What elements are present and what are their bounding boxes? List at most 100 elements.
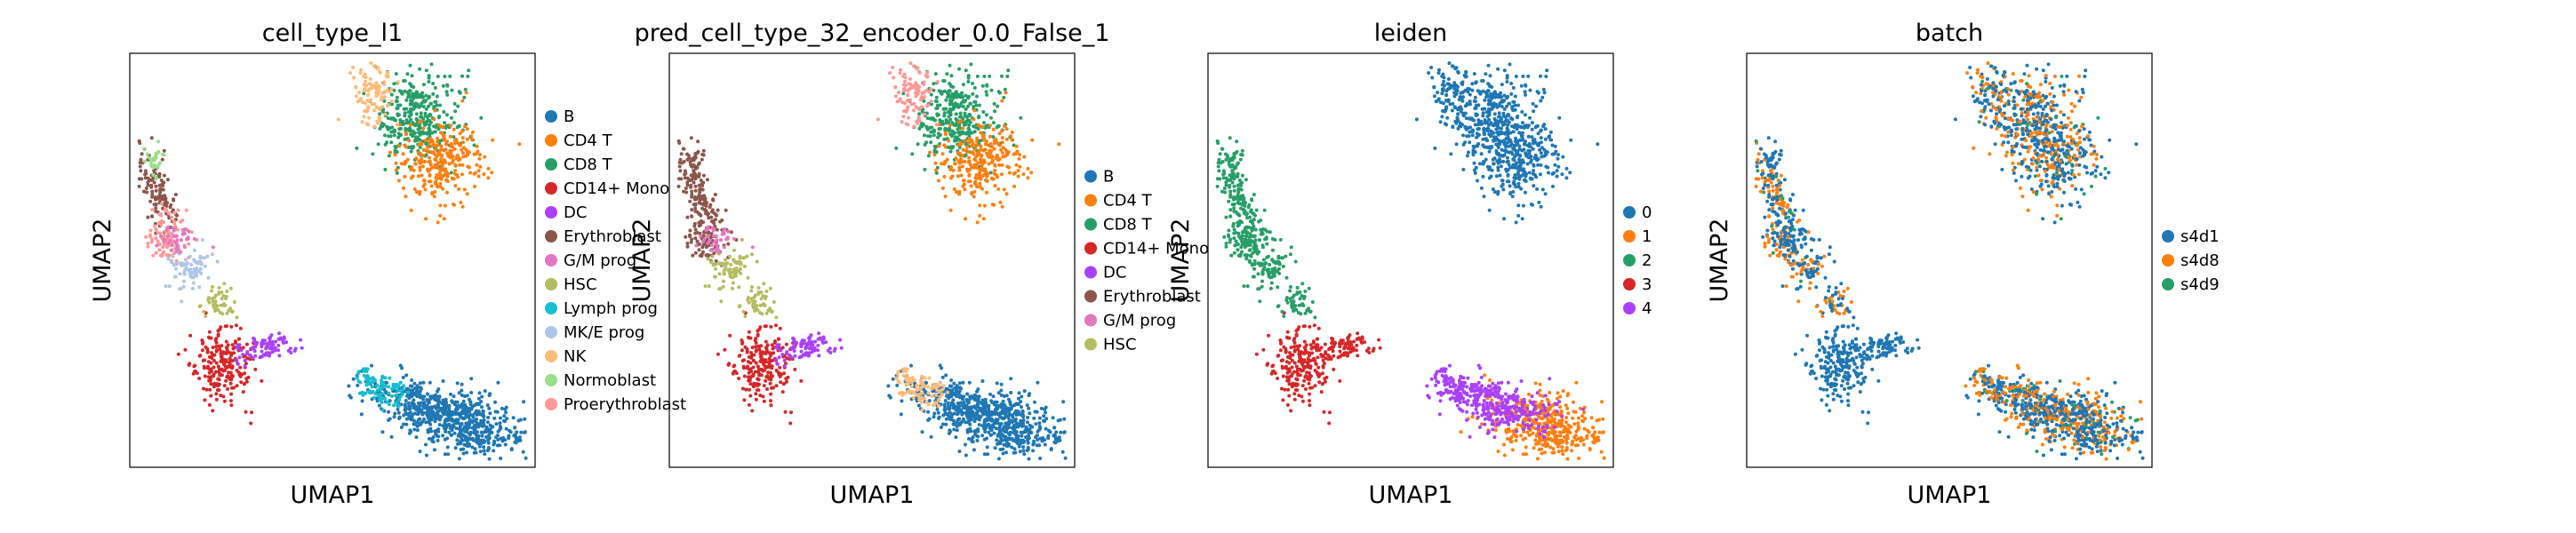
umap-point (954, 408, 958, 412)
umap-point (198, 354, 203, 358)
umap-point (1060, 449, 1065, 454)
umap-point (773, 358, 778, 362)
umap-point (473, 447, 477, 451)
umap-point (415, 390, 420, 394)
umap-point (756, 307, 760, 312)
umap-point (937, 415, 941, 419)
umap-point (737, 377, 741, 380)
umap-point (372, 124, 377, 129)
umap-point (436, 410, 440, 414)
umap-point (406, 390, 411, 394)
umap-point (418, 404, 422, 408)
umap-point (1459, 430, 1463, 434)
umap-point (990, 158, 995, 163)
umap-point (1011, 413, 1014, 418)
umap-point (477, 391, 482, 395)
umap-point (1566, 411, 1571, 416)
umap-point (452, 412, 457, 416)
umap-point (250, 346, 254, 350)
umap-point (996, 411, 1000, 416)
umap-point (394, 385, 398, 389)
umap-point (1523, 417, 1527, 421)
umap-point (943, 399, 948, 402)
umap-point (475, 144, 479, 148)
umap-point (950, 102, 955, 107)
umap-point (431, 91, 436, 96)
umap-point (944, 373, 948, 378)
umap-point (782, 358, 787, 362)
umap-point (1039, 406, 1044, 410)
umap-point (418, 165, 422, 170)
umap-point (932, 403, 935, 408)
umap-point (808, 335, 812, 339)
umap-point (926, 385, 931, 389)
umap-point (369, 82, 373, 86)
umap-point (460, 432, 464, 436)
umap-point (482, 414, 486, 418)
umap-point (946, 95, 950, 99)
umap-point (678, 157, 683, 162)
umap-point (388, 399, 392, 403)
umap-point (408, 107, 412, 111)
umap-point (412, 131, 416, 136)
umap-point (709, 243, 714, 247)
umap-point (460, 151, 465, 155)
umap-point (413, 123, 418, 128)
umap-point (693, 251, 698, 255)
umap-point (1052, 440, 1057, 444)
umap-point (994, 173, 998, 177)
umap-point (157, 174, 162, 179)
umap-point (978, 181, 982, 186)
umap-point (747, 402, 751, 407)
umap-point (1596, 438, 1601, 442)
umap-point (460, 140, 465, 145)
umap-point (232, 351, 236, 355)
umap-point (166, 225, 171, 229)
umap-point (999, 388, 1004, 393)
umap-point (428, 123, 432, 127)
umap-point (224, 324, 228, 329)
umap-point (366, 93, 371, 98)
umap-point (1044, 426, 1048, 431)
umap-point (175, 243, 179, 246)
umap-point (486, 166, 491, 171)
umap-point (964, 420, 968, 425)
umap-point (404, 118, 409, 123)
umap-point (202, 386, 205, 391)
umap-point (1564, 416, 1569, 419)
umap-point (409, 149, 413, 154)
umap-point (401, 387, 405, 392)
umap-point (282, 337, 286, 341)
umap-point (778, 365, 782, 370)
umap-point (253, 345, 258, 349)
umap-point (721, 284, 725, 289)
umap-point (463, 402, 467, 407)
umap-point (492, 449, 496, 453)
umap-point (960, 164, 964, 169)
umap-point (412, 92, 416, 96)
umap-point (465, 439, 469, 443)
umap-point (1012, 431, 1017, 435)
umap-point (699, 202, 703, 206)
umap-point (462, 426, 467, 430)
umap-point (1586, 428, 1589, 433)
umap-point (955, 386, 959, 391)
umap-point (812, 348, 817, 353)
umap-point (959, 93, 964, 98)
umap-point (215, 304, 220, 308)
umap-point (479, 430, 484, 434)
umap-point (187, 242, 191, 246)
umap-point (459, 415, 463, 419)
umap-point (383, 133, 387, 138)
umap-point (741, 309, 746, 314)
umap-point (993, 109, 997, 114)
umap-point (435, 139, 439, 144)
umap-point (1033, 400, 1036, 404)
umap-point (688, 228, 692, 233)
umap-point (453, 109, 458, 114)
umap-point (403, 111, 407, 115)
umap-point (1496, 449, 1500, 454)
umap-point (436, 127, 441, 131)
umap-point (930, 394, 933, 398)
umap-point (452, 431, 457, 435)
